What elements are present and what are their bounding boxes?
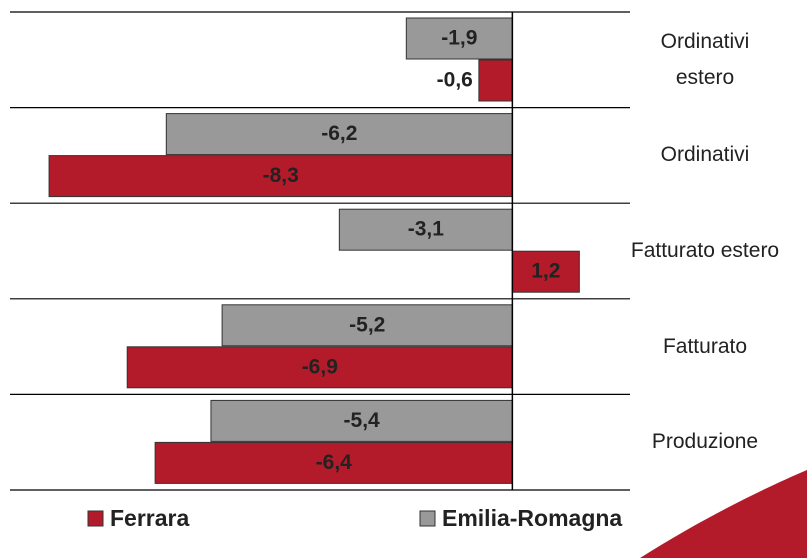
value-label: -6,4 — [316, 451, 353, 474]
bar — [478, 59, 513, 102]
value-label: -3,1 — [408, 218, 445, 241]
value-label: -6,2 — [321, 122, 357, 145]
value-label: -8,3 — [263, 164, 299, 187]
value-label: 1,2 — [531, 260, 560, 283]
category-label: Fatturato estero — [630, 239, 780, 262]
value-label: -1,9 — [441, 27, 477, 50]
legend-swatch — [87, 510, 104, 527]
bar — [126, 346, 513, 389]
category-label: Fatturato — [662, 334, 748, 358]
value-label: -0,6 — [437, 69, 473, 92]
decoration — [640, 470, 807, 558]
bar — [405, 17, 513, 60]
category-label: Ordinativi estero — [660, 29, 750, 89]
category-label: Ordinativi — [660, 143, 750, 167]
legend-swatch — [419, 510, 436, 527]
category-label: Produzione — [651, 430, 759, 454]
legend-label: Ferrara — [110, 505, 189, 531]
legend-label: Emilia-Romagna — [442, 505, 622, 531]
bar — [210, 399, 513, 442]
value-label: -6,9 — [302, 355, 338, 378]
bar — [511, 250, 580, 293]
value-label: -5,2 — [349, 313, 385, 336]
value-label: -5,4 — [344, 409, 381, 432]
